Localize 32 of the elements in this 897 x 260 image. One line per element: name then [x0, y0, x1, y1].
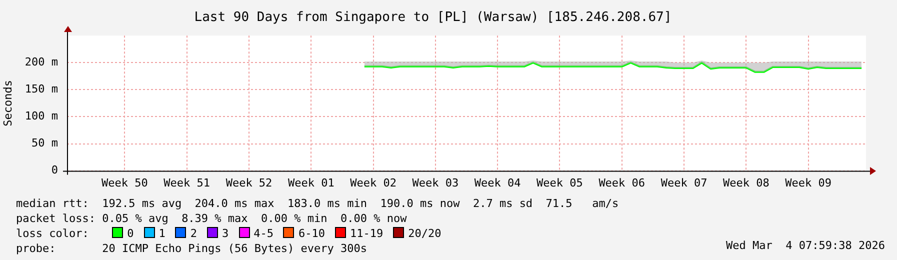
legend-label: 0	[127, 227, 134, 240]
chart-title: Last 90 Days from Singapore to [PL] (Warsaw) [185.246.208.67]	[194, 10, 672, 26]
text: packet loss: 0.05 % avg 8.39 % max 0.00 % min 0.00 % now	[16, 211, 408, 226]
y-tick-label: 100 m	[24, 110, 58, 123]
x-tick-label: Week 03	[412, 176, 459, 190]
y-tick-label: 150 m	[24, 82, 58, 96]
x-tick-label: Week 05	[536, 176, 583, 190]
legend-label: 4-5	[254, 227, 274, 240]
legend-label: 11-19	[350, 227, 384, 240]
legend-label: 1	[158, 227, 166, 240]
text: median rtt: 192.5 ms avg 204.0 ms max 183.0 ms min 190.0 ms now 2.7 ms sd 71.5 am/s	[16, 196, 619, 211]
y-axis-title: Seconds	[1, 80, 14, 126]
x-tick-label: Week 50	[102, 176, 148, 190]
x-tick-label: Week 51	[164, 176, 210, 190]
x-tick-label: Week 01	[288, 176, 334, 190]
text: probe: 20 ICMP Echo Pings (56 Bytes) every 300s	[16, 241, 368, 256]
x-tick-label: Week 07	[660, 176, 708, 190]
y-tick-label: 0	[51, 164, 58, 177]
x-tick-label: Week 09	[785, 176, 832, 190]
x-tick-label: Week 02	[350, 176, 396, 190]
x-tick-label: Week 04	[474, 176, 522, 190]
y-tick-label: 50 m	[32, 136, 58, 150]
legend-title: loss color:	[16, 227, 89, 240]
y-tick-label: 200 m	[24, 56, 58, 68]
text: Wed Mar 4 07:59:38 2026	[726, 239, 885, 252]
x-tick-label: Week 52	[226, 176, 272, 190]
legend-label: 20/20	[408, 227, 442, 240]
legend-label: 6-10	[298, 227, 325, 240]
legend-label: 3	[222, 227, 229, 240]
x-tick-label: Week 06	[598, 176, 646, 190]
x-tick-label: Week 08	[722, 176, 770, 190]
legend-label: 2	[190, 227, 197, 240]
